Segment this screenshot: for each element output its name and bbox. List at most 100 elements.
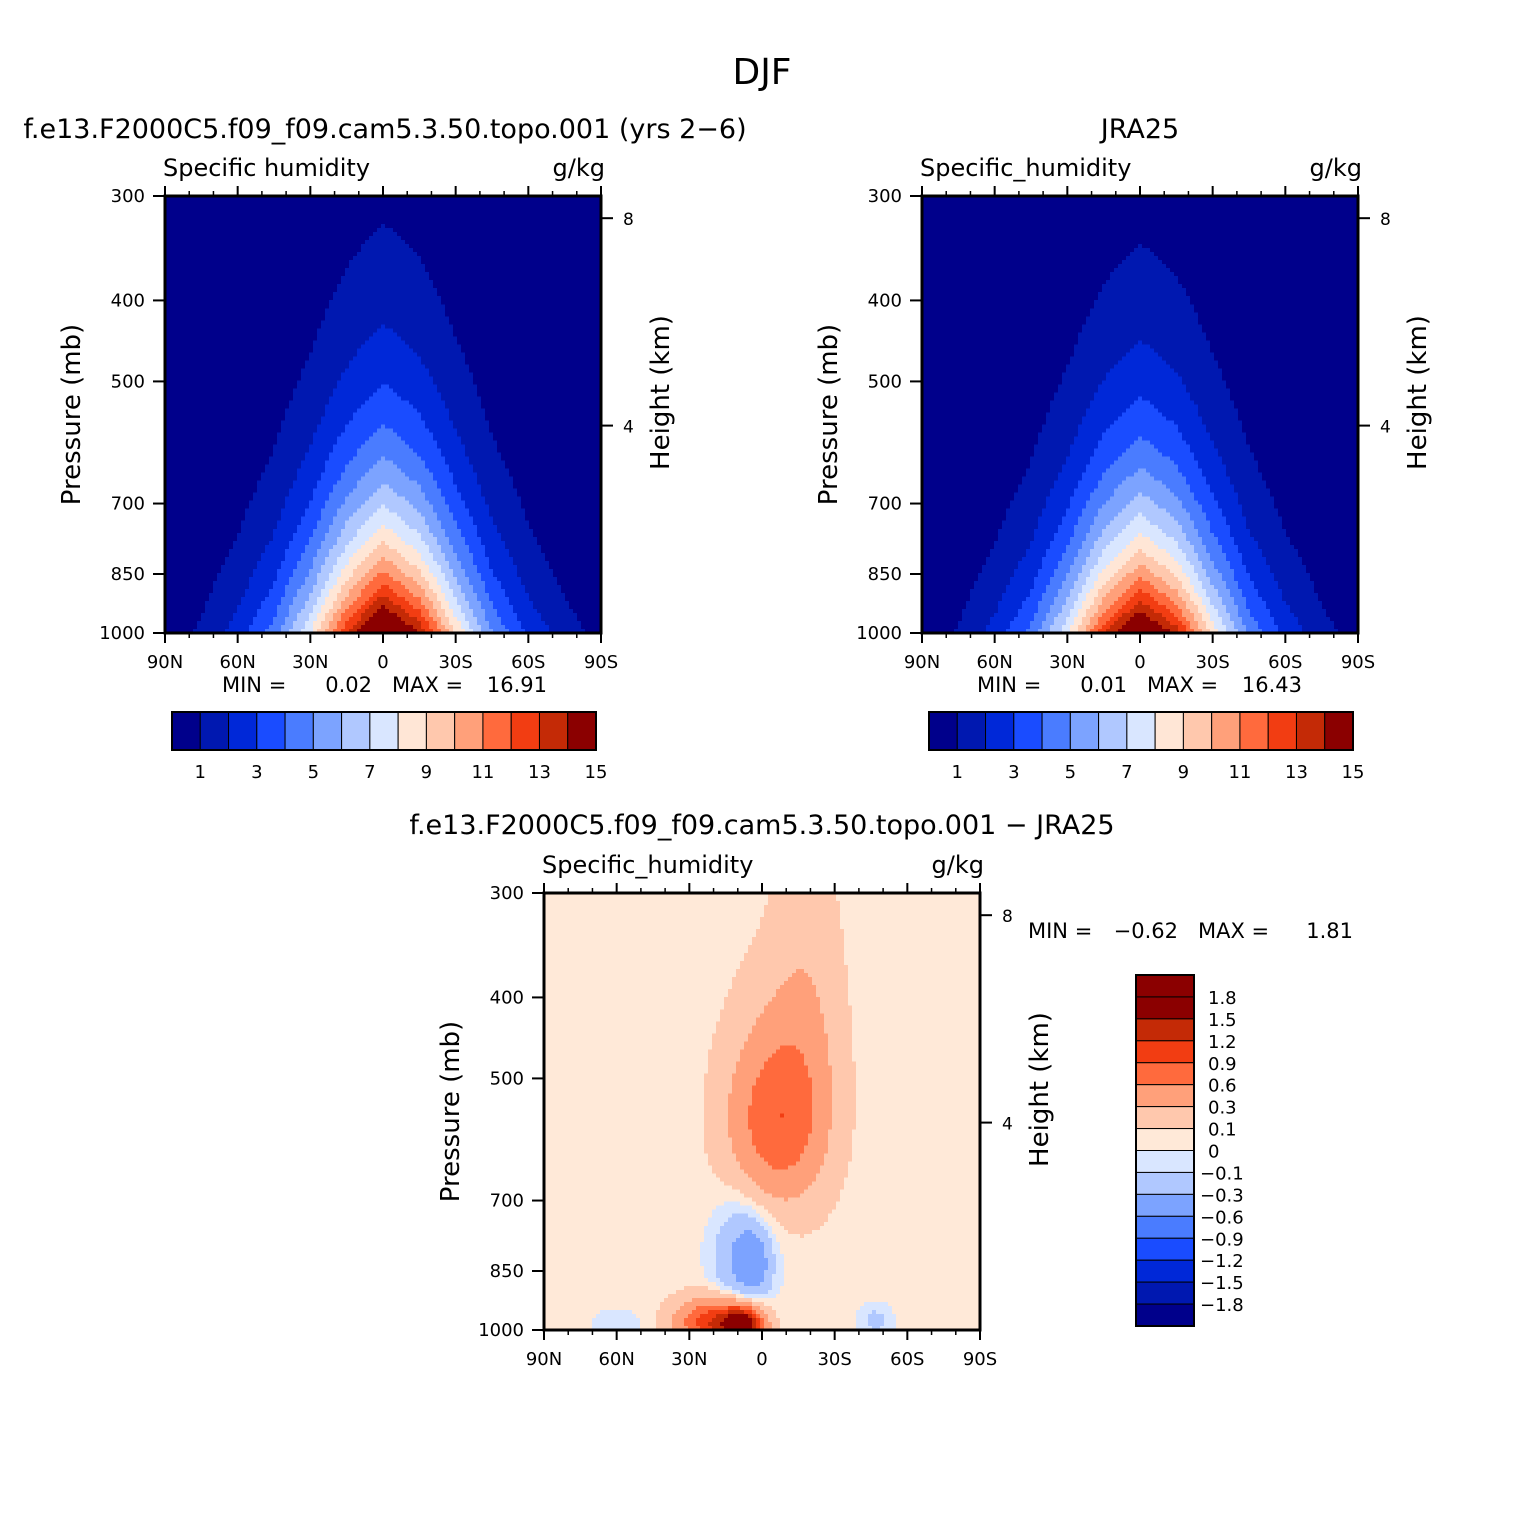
contour-cell [225, 324, 230, 329]
contour-cell [341, 248, 346, 253]
contour-cell [289, 300, 294, 305]
contour-cell [361, 236, 366, 241]
contour-cell [513, 336, 518, 341]
contour-cell [405, 296, 410, 301]
contour-cell [265, 364, 270, 369]
contour-cell [173, 308, 178, 313]
contour-cell [573, 232, 578, 237]
contour-cell [553, 252, 558, 257]
contour-cell [165, 228, 170, 233]
contour-cell [453, 276, 458, 281]
contour-cell [173, 220, 178, 225]
contour-cell [509, 220, 514, 225]
contour-cell [517, 216, 522, 221]
contour-cell [373, 328, 378, 333]
contour-cell [309, 232, 314, 237]
contour-cell [465, 284, 470, 289]
contour-cell [521, 240, 526, 245]
contour-cell [449, 372, 454, 378]
contour-cell [169, 344, 174, 349]
contour-cell [497, 252, 502, 257]
contour-cell [469, 328, 474, 333]
contour-cell [529, 268, 534, 273]
contour-cell [169, 264, 174, 269]
contour-cell [509, 288, 514, 293]
contour-cell [509, 320, 514, 325]
contour-cell [457, 196, 462, 201]
contour-cell [421, 292, 426, 297]
contour-cell [581, 300, 586, 305]
contour-cell [205, 336, 210, 341]
contour-cell [501, 308, 506, 313]
contour-cell [301, 232, 306, 237]
contour-cell [305, 356, 310, 361]
contour-cell [189, 288, 194, 293]
contour-cell [349, 256, 354, 261]
contour-cell [449, 348, 454, 353]
contour-cell [193, 348, 198, 353]
contour-cell [417, 216, 422, 221]
contour-cell [437, 284, 442, 289]
contour-cell [569, 312, 574, 317]
contour-cell [209, 328, 214, 333]
contour-cell [205, 200, 210, 205]
contour-cell [341, 336, 346, 341]
contour-cell [589, 300, 594, 305]
contour-cell [345, 260, 350, 265]
contour-cell [369, 336, 374, 341]
contour-cell [529, 200, 534, 205]
contour-cell [565, 356, 570, 361]
contour-cell [229, 324, 234, 329]
contour-cell [421, 304, 426, 309]
contour-cell [213, 344, 218, 349]
contour-cell [369, 348, 374, 353]
contour-cell [465, 200, 470, 205]
contour-cell [189, 216, 194, 221]
contour-cell [569, 260, 574, 265]
contour-cell [389, 304, 394, 309]
contour-cell [437, 256, 442, 261]
contour-cell [409, 244, 414, 249]
contour-cell [297, 264, 302, 269]
contour-cell [365, 324, 370, 329]
contour-cell [201, 356, 206, 361]
contour-cell [557, 292, 562, 297]
contour-cell [349, 356, 354, 361]
contour-cell [381, 256, 386, 261]
contour-cell [401, 228, 406, 233]
contour-cell [449, 244, 454, 249]
contour-cell [237, 208, 242, 213]
contour-cell [229, 292, 234, 297]
contour-cell [217, 260, 222, 265]
contour-cell [377, 224, 382, 229]
contour-cell [529, 344, 534, 349]
contour-cell [205, 244, 210, 249]
contour-cell [513, 268, 518, 273]
contour-cell [317, 308, 322, 313]
contour-cell [509, 264, 514, 269]
contour-cell [597, 252, 602, 257]
contour-cell [329, 212, 334, 217]
contour-cell [233, 240, 238, 245]
contour-cell [573, 360, 578, 365]
contour-cell [485, 208, 490, 213]
contour-cell [197, 340, 202, 345]
contour-cell [545, 280, 550, 285]
contour-cell [445, 252, 450, 257]
contour-cell [421, 260, 426, 265]
contour-cell [561, 324, 566, 329]
contour-cell [277, 216, 282, 221]
contour-cell [473, 220, 478, 225]
contour-cell [201, 240, 206, 245]
contour-cell [333, 376, 338, 382]
contour-cell [245, 204, 250, 209]
contour-cell [233, 320, 238, 325]
contour-cell [533, 240, 538, 245]
contour-cell [253, 248, 258, 253]
contour-cell [221, 300, 226, 305]
contour-cell [185, 352, 190, 357]
contour-cell [193, 360, 198, 365]
contour-cell [469, 212, 474, 217]
contour-cell [217, 240, 222, 245]
contour-cell [417, 332, 422, 337]
